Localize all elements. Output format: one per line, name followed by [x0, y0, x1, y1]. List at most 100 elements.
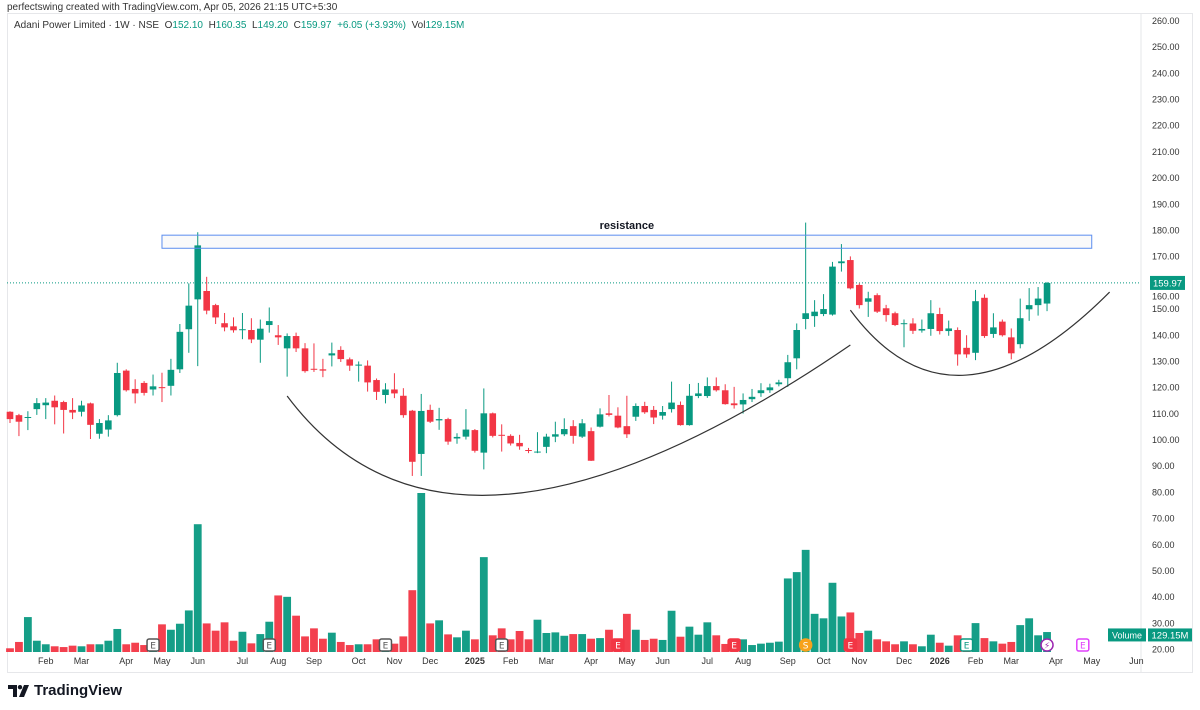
candle-body — [382, 389, 389, 395]
cup-curve[interactable] — [849, 291, 1111, 376]
candle-body — [936, 314, 944, 332]
candle-body — [113, 372, 121, 416]
volume-bar — [390, 643, 399, 652]
candle-body — [158, 387, 166, 389]
tradingview-logo[interactable]: TradingView — [8, 682, 122, 699]
split-event-icon[interactable] — [798, 638, 813, 652]
candle-body — [668, 402, 675, 410]
volume-bar — [68, 645, 77, 652]
candle-body — [417, 410, 425, 454]
time-tick-label: Jul — [702, 656, 714, 666]
candle-body — [864, 298, 872, 302]
candle-body — [426, 409, 434, 422]
volume-bar — [837, 616, 846, 652]
event-glyph: S — [803, 642, 809, 652]
candle-body — [748, 396, 756, 400]
change-value: +6.05 (+3.93%) — [337, 20, 406, 31]
chart-credit: perfectswing created with TradingView.co… — [7, 2, 338, 13]
candle-body — [1043, 282, 1051, 304]
candle-body — [632, 405, 640, 417]
time-tick-label: Feb — [968, 656, 984, 666]
candle-body — [1025, 305, 1033, 310]
time-tick-label: Aug — [735, 656, 751, 666]
candle-body — [963, 347, 970, 355]
time-tick-label: Mar — [1004, 656, 1020, 666]
last-price-label: 159.97 — [1153, 278, 1182, 289]
volume-bar — [247, 643, 256, 652]
event-glyph: E — [266, 642, 272, 652]
candle-body — [480, 413, 488, 453]
resistance-zone[interactable] — [161, 234, 1093, 249]
cup-curve[interactable] — [286, 344, 851, 496]
event-glyph: E — [615, 642, 621, 652]
candle-body — [60, 402, 67, 410]
earnings-miss-event-icon[interactable] — [727, 638, 741, 652]
volume-bar — [569, 634, 578, 652]
volume-bar — [515, 630, 524, 652]
price-tick-label: 260.00 — [1152, 16, 1180, 26]
volume-bar — [900, 641, 908, 652]
volume-bar — [640, 639, 649, 652]
candle-body — [641, 405, 649, 413]
earnings-past-event-icon[interactable] — [494, 638, 509, 652]
time-tick-label: Mar — [539, 656, 555, 666]
volume-bar — [587, 638, 595, 652]
candle-body — [274, 335, 282, 338]
volume-bar — [399, 636, 408, 652]
volume-bar — [506, 639, 515, 652]
time-tick-label: Jun — [655, 656, 670, 666]
candle-body — [534, 451, 541, 453]
volume-value: 129.15M — [425, 20, 465, 31]
earnings-upcoming-event-icon[interactable] — [1076, 638, 1090, 652]
volume-bar — [578, 634, 587, 652]
news-event-icon[interactable] — [1040, 638, 1054, 652]
price-tick-label: 80.00 — [1152, 487, 1175, 497]
volume-bar — [336, 641, 345, 652]
candle-body — [69, 409, 76, 413]
volume-bar — [140, 645, 148, 652]
candle-body — [677, 404, 684, 426]
volume-bar — [819, 618, 828, 652]
candle-body — [838, 261, 845, 264]
price-tick-label: 60.00 — [1152, 540, 1175, 550]
chart-panel[interactable] — [7, 13, 1193, 673]
event-glyph: E — [964, 642, 970, 652]
volume-bar — [327, 632, 336, 652]
price-tick-label: 120.00 — [1152, 383, 1180, 393]
symbol-title[interactable]: Adani Power Limited · 1W · NSE — [14, 20, 160, 31]
volume-bar — [113, 628, 122, 652]
event-glyph: E — [731, 642, 737, 652]
volume-bar — [703, 622, 712, 652]
low-value: 149.20 — [257, 20, 289, 31]
volume-bar — [301, 636, 309, 652]
price-tick-label: 240.00 — [1152, 68, 1180, 78]
volume-bar — [6, 648, 14, 652]
volume-bar — [810, 613, 819, 652]
candle-body — [24, 416, 32, 418]
candle-body — [900, 323, 908, 325]
earnings-beat-event-icon[interactable] — [959, 638, 974, 652]
open-value: 152.10 — [172, 20, 203, 31]
volume-bar — [462, 630, 470, 652]
volume-bar — [274, 595, 283, 652]
volume-bar — [86, 644, 95, 652]
earnings-past-event-icon[interactable] — [146, 638, 160, 652]
candle-body — [927, 313, 935, 329]
candle-body — [105, 420, 112, 430]
resistance-label: resistance — [600, 220, 654, 232]
volume-bar — [158, 624, 166, 652]
candle-body — [346, 359, 354, 366]
earnings-miss-event-icon[interactable] — [611, 638, 625, 652]
candle-body — [15, 415, 23, 422]
earnings-past-event-icon[interactable] — [378, 638, 393, 652]
earnings-miss-event-icon[interactable] — [843, 638, 858, 652]
candle-body — [596, 414, 604, 427]
earnings-past-event-icon[interactable] — [262, 638, 277, 652]
candle-body — [167, 369, 175, 386]
candle-body — [131, 388, 139, 394]
volume-bar — [542, 632, 551, 652]
volume-value-badge — [1148, 628, 1192, 642]
event-glyph: E — [499, 642, 505, 652]
candle-body — [194, 245, 202, 300]
